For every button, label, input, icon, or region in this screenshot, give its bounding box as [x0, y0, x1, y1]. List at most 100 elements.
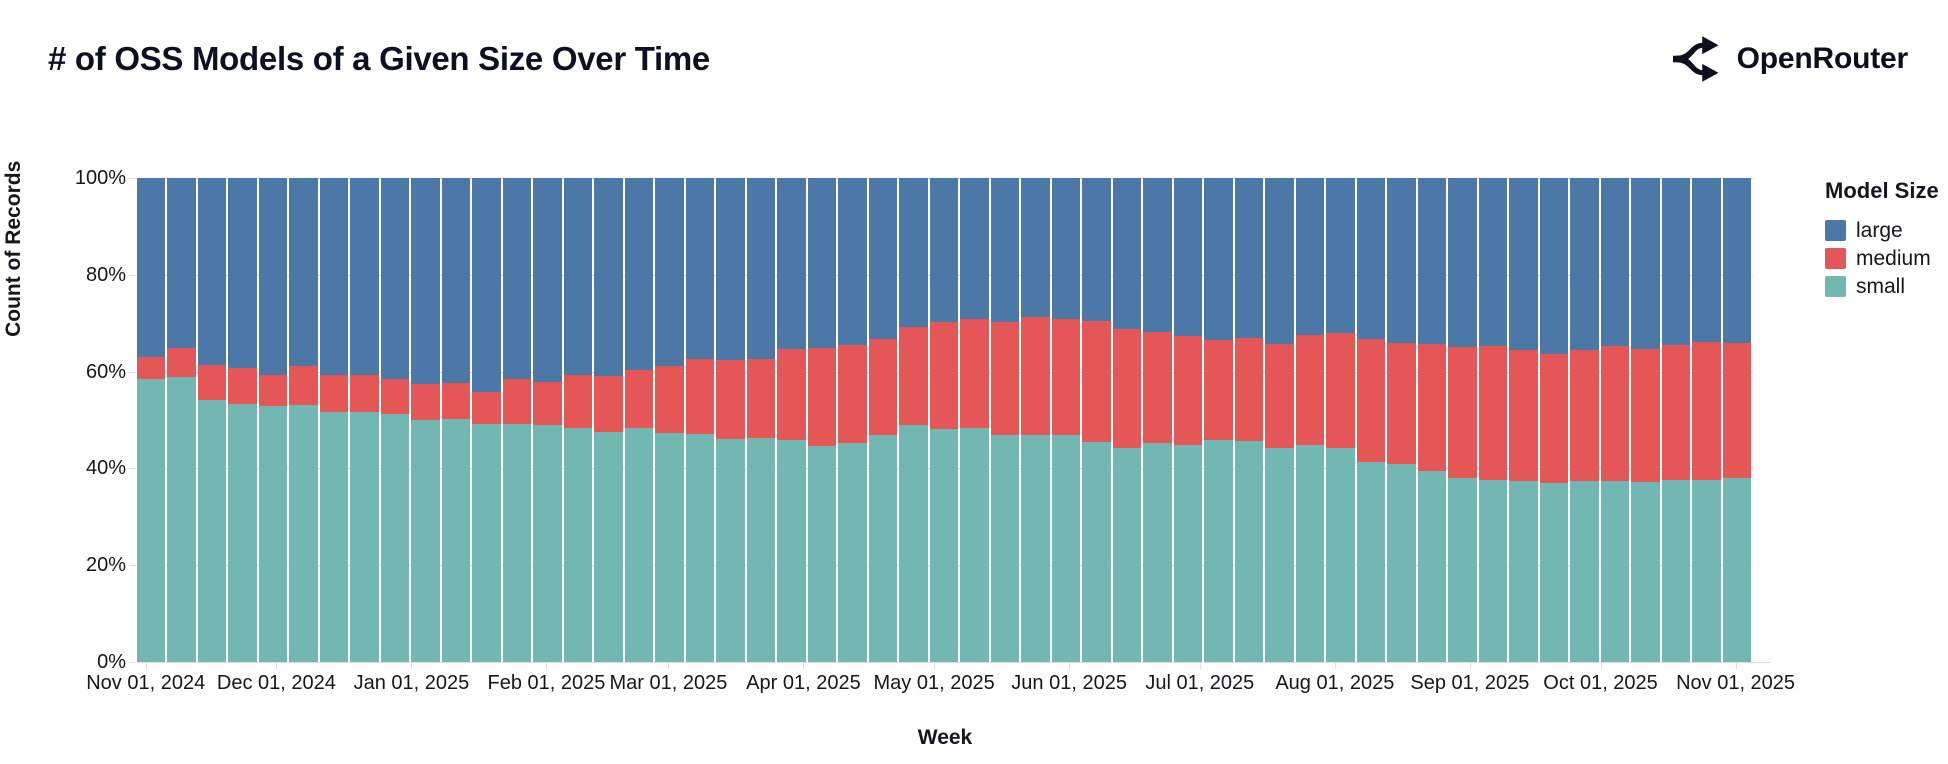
bar-segment-large[interactable]: [1326, 178, 1355, 333]
bar-segment-medium[interactable]: [1204, 340, 1233, 440]
bar-segment-small[interactable]: [777, 439, 806, 662]
bar-segment-small[interactable]: [1051, 434, 1081, 662]
bar-segment-medium[interactable]: [258, 374, 288, 407]
bar-segment-large[interactable]: [137, 178, 166, 357]
bar-segment-large[interactable]: [441, 178, 471, 384]
bar-segment-small[interactable]: [716, 439, 745, 662]
bar-segment-small[interactable]: [1112, 447, 1142, 662]
bar-week-2025-08-03[interactable]: [1356, 178, 1386, 662]
bar-week-2025-04-13[interactable]: [868, 178, 898, 662]
bar-segment-large[interactable]: [685, 178, 715, 359]
bar-segment-large[interactable]: [1539, 178, 1569, 355]
bar-segment-medium[interactable]: [716, 359, 745, 440]
bar-segment-medium[interactable]: [1631, 349, 1660, 483]
bar-segment-small[interactable]: [746, 438, 776, 662]
bar-week-2025-04-27[interactable]: [929, 178, 959, 662]
bar-segment-small[interactable]: [1539, 482, 1569, 662]
bar-segment-small[interactable]: [1448, 477, 1477, 662]
bar-week-2024-12-22[interactable]: [380, 178, 410, 662]
bar-segment-small[interactable]: [319, 411, 349, 662]
bar-week-2025-06-22[interactable]: [1173, 178, 1203, 662]
bar-segment-large[interactable]: [167, 178, 196, 349]
bar-week-2025-06-01[interactable]: [1082, 178, 1111, 662]
bar-segment-medium[interactable]: [1143, 331, 1172, 443]
bar-week-2025-02-09[interactable]: [594, 178, 623, 662]
bar-segment-small[interactable]: [167, 377, 196, 662]
bar-segment-medium[interactable]: [960, 319, 989, 429]
bar-segment-large[interactable]: [1692, 178, 1721, 342]
bar-segment-medium[interactable]: [1661, 344, 1690, 480]
bar-segment-large[interactable]: [746, 178, 776, 359]
bar-segment-large[interactable]: [1143, 178, 1172, 332]
bar-segment-medium[interactable]: [319, 374, 349, 412]
bar-week-2025-02-16[interactable]: [624, 178, 654, 662]
bar-segment-large[interactable]: [411, 178, 440, 385]
bar-segment-medium[interactable]: [746, 358, 776, 439]
bar-segment-large[interactable]: [1051, 178, 1081, 320]
bar-segment-medium[interactable]: [1082, 320, 1111, 442]
bar-segment-medium[interactable]: [1478, 346, 1508, 480]
bar-segment-large[interactable]: [594, 178, 623, 377]
bar-segment-small[interactable]: [137, 378, 166, 662]
bar-segment-small[interactable]: [350, 411, 379, 662]
bar-segment-medium[interactable]: [1295, 334, 1325, 446]
bar-segment-medium[interactable]: [1234, 338, 1264, 441]
bar-segment-medium[interactable]: [472, 391, 501, 424]
bar-week-2025-08-10[interactable]: [1387, 178, 1416, 662]
bar-week-2025-05-11[interactable]: [990, 178, 1020, 662]
bar-segment-large[interactable]: [563, 178, 593, 375]
bar-segment-small[interactable]: [502, 423, 532, 662]
bar-segment-small[interactable]: [1173, 445, 1203, 662]
bar-segment-large[interactable]: [1448, 178, 1477, 347]
bar-segment-large[interactable]: [1509, 178, 1538, 350]
bar-segment-medium[interactable]: [563, 374, 593, 429]
bar-segment-small[interactable]: [1570, 481, 1599, 662]
bar-segment-small[interactable]: [1600, 481, 1630, 662]
bar-segment-small[interactable]: [441, 419, 471, 662]
bar-segment-small[interactable]: [1295, 445, 1325, 662]
bar-segment-medium[interactable]: [441, 383, 471, 420]
bar-segment-small[interactable]: [899, 424, 928, 662]
bar-week-2025-05-25[interactable]: [1051, 178, 1081, 662]
bar-segment-medium[interactable]: [655, 365, 684, 433]
bar-week-2025-04-06[interactable]: [838, 178, 867, 662]
bar-week-2025-04-20[interactable]: [899, 178, 928, 662]
bar-week-2025-06-15[interactable]: [1143, 178, 1172, 662]
bar-segment-small[interactable]: [197, 400, 227, 662]
bar-segment-small[interactable]: [533, 424, 562, 662]
bar-segment-medium[interactable]: [1539, 354, 1569, 483]
bar-segment-medium[interactable]: [1570, 349, 1599, 482]
bar-week-2025-09-28[interactable]: [1600, 178, 1630, 662]
bar-segment-large[interactable]: [533, 178, 562, 382]
bar-segment-medium[interactable]: [380, 378, 410, 415]
bar-segment-large[interactable]: [1295, 178, 1325, 335]
bar-week-2025-09-07[interactable]: [1509, 178, 1538, 662]
bar-segment-medium[interactable]: [1387, 342, 1416, 465]
bar-week-2025-03-09[interactable]: [716, 178, 745, 662]
bar-week-2025-08-31[interactable]: [1478, 178, 1508, 662]
bar-segment-large[interactable]: [228, 178, 257, 369]
bar-segment-medium[interactable]: [838, 345, 867, 444]
bar-week-2024-12-08[interactable]: [319, 178, 349, 662]
bar-segment-large[interactable]: [1356, 178, 1386, 340]
bar-segment-small[interactable]: [563, 428, 593, 662]
bar-segment-medium[interactable]: [685, 358, 715, 434]
bar-segment-medium[interactable]: [1509, 349, 1538, 482]
bar-week-2025-07-27[interactable]: [1326, 178, 1355, 662]
bar-segment-large[interactable]: [1631, 178, 1660, 350]
bar-segment-large[interactable]: [716, 178, 745, 360]
bar-week-2025-09-14[interactable]: [1539, 178, 1569, 662]
bar-segment-medium[interactable]: [1326, 332, 1355, 448]
bar-segment-large[interactable]: [1570, 178, 1599, 350]
bar-segment-large[interactable]: [777, 178, 806, 349]
bar-week-2025-09-21[interactable]: [1570, 178, 1599, 662]
bar-segment-small[interactable]: [1143, 442, 1172, 662]
bar-segment-small[interactable]: [624, 427, 654, 662]
bar-segment-large[interactable]: [838, 178, 867, 346]
bar-segment-large[interactable]: [960, 178, 989, 320]
bar-week-2025-07-06[interactable]: [1234, 178, 1264, 662]
bar-segment-large[interactable]: [1204, 178, 1233, 341]
bar-segment-medium[interactable]: [1600, 346, 1630, 482]
bar-week-2025-10-05[interactable]: [1631, 178, 1660, 662]
bar-segment-medium[interactable]: [1692, 341, 1721, 480]
